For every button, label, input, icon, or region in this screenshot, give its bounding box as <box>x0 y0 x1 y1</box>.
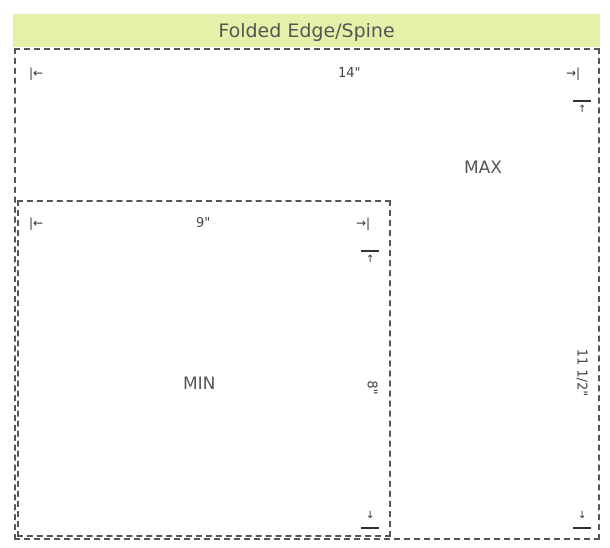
min-label: MIN <box>183 374 216 394</box>
max-height-label: 11 1/2" <box>573 348 589 397</box>
min-height-bottom-cap <box>361 527 379 529</box>
folded-edge-spine-header: Folded Edge/Spine <box>13 14 600 47</box>
min-height-top-cap <box>361 250 379 252</box>
max-height-bottom-cap <box>573 527 591 529</box>
max-label: MAX <box>464 158 502 178</box>
min-width-label: 9" <box>196 216 211 231</box>
max-height-top-cap <box>573 100 591 102</box>
min-height-up-arrow-icon: ↑ <box>366 254 375 265</box>
max-width-label: 14" <box>338 66 361 81</box>
max-size-box <box>14 48 600 540</box>
header-title: Folded Edge/Spine <box>218 19 395 42</box>
max-width-right-arrow-icon: →| <box>566 66 581 80</box>
min-width-left-arrow-icon: |← <box>29 216 44 230</box>
max-height-up-arrow-icon: ↑ <box>578 104 587 115</box>
min-height-label: 8" <box>363 380 379 395</box>
min-size-box <box>17 200 391 537</box>
max-height-down-arrow-icon: ↓ <box>578 510 587 521</box>
max-width-left-arrow-icon: |← <box>29 66 44 80</box>
min-height-down-arrow-icon: ↓ <box>366 510 375 521</box>
min-width-right-arrow-icon: →| <box>356 216 371 230</box>
